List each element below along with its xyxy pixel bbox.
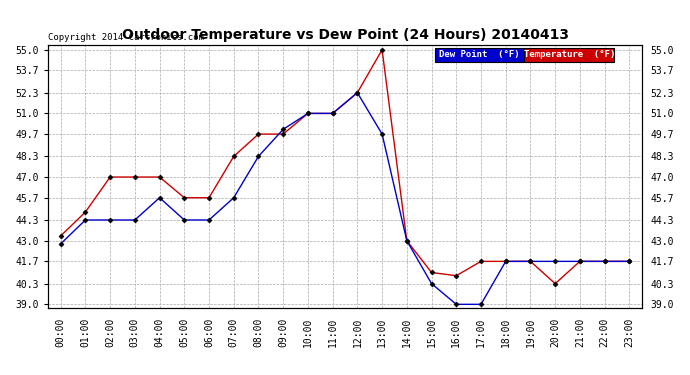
Text: Dew Point  (°F): Dew Point (°F): [440, 50, 520, 59]
Title: Outdoor Temperature vs Dew Point (24 Hours) 20140413: Outdoor Temperature vs Dew Point (24 Hou…: [121, 28, 569, 42]
Text: Copyright 2014 Cartronics.com: Copyright 2014 Cartronics.com: [48, 33, 204, 42]
Text: Temperature  (°F): Temperature (°F): [524, 50, 615, 59]
